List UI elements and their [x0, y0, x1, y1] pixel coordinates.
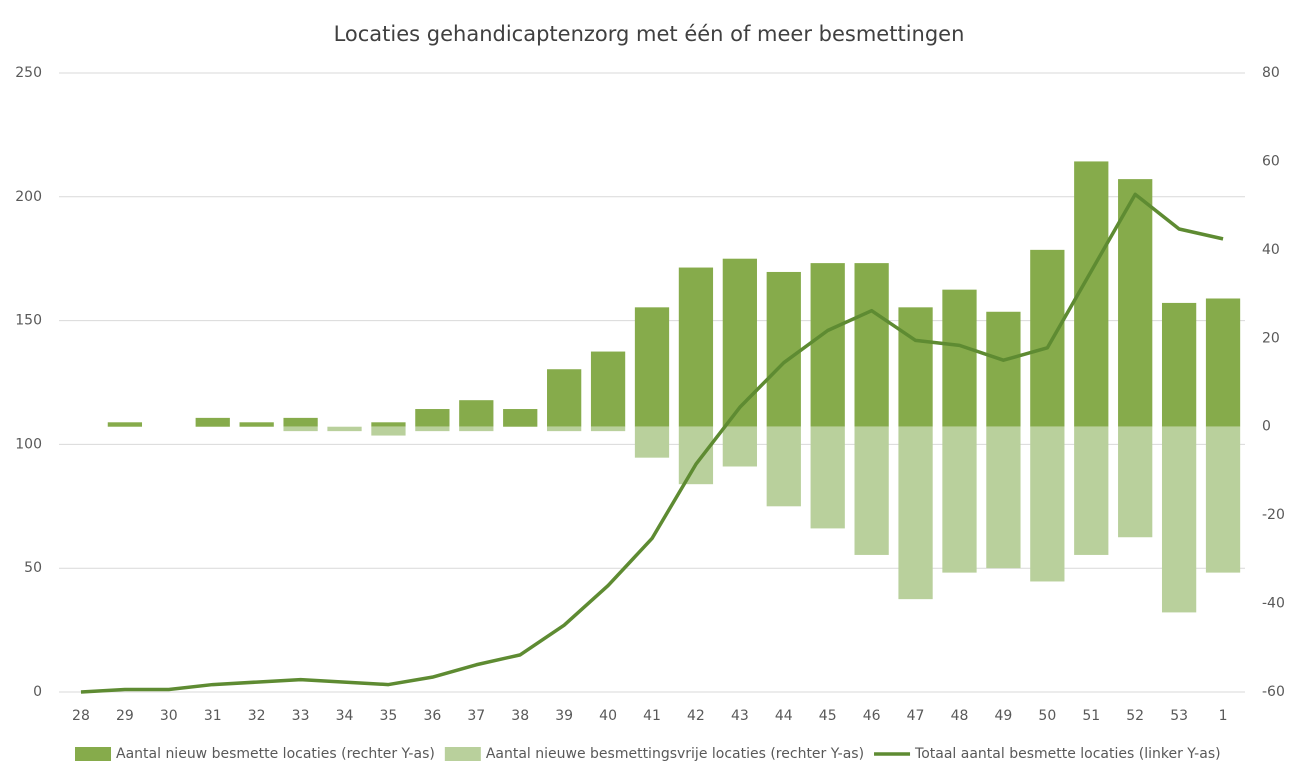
- x-tick-label: 48: [951, 708, 969, 724]
- y2-tick-label: 60: [1262, 153, 1280, 169]
- x-tick-label: 43: [731, 708, 749, 724]
- y-tick-label: 100: [15, 436, 42, 452]
- legend-item: Aantal nieuw besmette locaties (rechter …: [75, 746, 435, 762]
- bar: [1205, 426, 1241, 573]
- x-tick-label: 37: [467, 708, 485, 724]
- x-tick-label: 35: [380, 708, 398, 724]
- x-tick-label: 47: [907, 708, 925, 724]
- bar: [986, 311, 1021, 427]
- bar: [634, 426, 670, 458]
- bar: [722, 258, 757, 427]
- bar: [942, 289, 977, 427]
- bar: [503, 409, 538, 427]
- bar: [1074, 426, 1109, 555]
- y2-tick-label: -40: [1262, 596, 1285, 612]
- legend-item: Aantal nieuwe besmettingsvrije locaties …: [444, 746, 864, 762]
- y-tick-label: 200: [15, 189, 42, 205]
- bar: [459, 426, 494, 432]
- y2-tick-label: 20: [1262, 330, 1280, 346]
- x-tick-label: 53: [1170, 708, 1188, 724]
- bar: [854, 263, 889, 427]
- x-tick-label: 28: [72, 708, 90, 724]
- bar: [854, 426, 889, 555]
- x-tick-label: 40: [599, 708, 617, 724]
- x-tick-label: 36: [423, 708, 441, 724]
- x-tick-label: 1: [1219, 708, 1228, 724]
- bar: [678, 426, 714, 485]
- x-tick-label: 42: [687, 708, 705, 724]
- x-tick-label: 34: [336, 708, 354, 724]
- legend-item: Totaal aantal besmette locaties (linker …: [874, 746, 1221, 762]
- x-tick-label: 33: [292, 708, 310, 724]
- legend-swatch: [75, 747, 111, 761]
- bar: [942, 426, 977, 573]
- bar: [415, 409, 450, 427]
- bar: [283, 426, 318, 432]
- x-tick-label: 30: [160, 708, 178, 724]
- y-tick-label: 0: [33, 684, 42, 700]
- y2-tick-label: 40: [1262, 242, 1280, 258]
- x-tick-label: 29: [116, 708, 134, 724]
- bar: [415, 426, 450, 432]
- x-tick-label: 38: [511, 708, 529, 724]
- legend-label: Totaal aantal besmette locaties (linker …: [914, 746, 1221, 762]
- x-tick-label: 46: [863, 708, 881, 724]
- bar: [722, 426, 757, 467]
- bar: [371, 422, 406, 427]
- bar: [1205, 298, 1241, 427]
- bar: [590, 426, 626, 432]
- x-tick-label: 52: [1126, 708, 1144, 724]
- y2-tick-label: -60: [1262, 684, 1285, 700]
- bar: [766, 271, 801, 427]
- bar: [986, 426, 1021, 569]
- y2-tick-label: 80: [1262, 65, 1280, 81]
- x-tick-label: 49: [994, 708, 1012, 724]
- legend-swatch: [444, 747, 481, 761]
- bar: [1118, 179, 1153, 427]
- bar: [547, 426, 582, 432]
- x-tick-label: 44: [775, 708, 793, 724]
- bar: [590, 351, 626, 427]
- x-tick-label: 32: [248, 708, 266, 724]
- y2-tick-label: 0: [1262, 419, 1271, 435]
- bar: [459, 400, 494, 427]
- x-tick-label: 31: [204, 708, 222, 724]
- bar: [634, 307, 670, 427]
- bar: [371, 426, 406, 436]
- bar: [327, 426, 362, 432]
- y-tick-label: 150: [15, 313, 42, 329]
- legend-label: Aantal nieuw besmette locaties (rechter …: [116, 746, 435, 762]
- bar: [1118, 426, 1153, 538]
- line: [80, 192, 1224, 694]
- x-tick-label: 50: [1038, 708, 1056, 724]
- bar: [766, 426, 801, 507]
- y2-tick-label: -20: [1262, 507, 1285, 523]
- bar: [898, 426, 933, 600]
- bar: [1030, 249, 1065, 427]
- bar: [239, 422, 274, 427]
- bar: [195, 417, 230, 427]
- bar: [1030, 426, 1065, 582]
- chart-title: Locaties gehandicaptenzorg met één of me…: [334, 22, 965, 46]
- marks: [80, 161, 1241, 694]
- bar: [1161, 302, 1197, 427]
- bar: [283, 417, 318, 427]
- y-tick-label: 250: [15, 65, 42, 81]
- x-tick-label: 45: [819, 708, 837, 724]
- bar: [898, 307, 933, 427]
- bar: [1161, 426, 1197, 613]
- bar: [107, 422, 143, 427]
- x-tick-label: 41: [643, 708, 661, 724]
- x-tick-label: 51: [1082, 708, 1100, 724]
- x-tick-label: 39: [555, 708, 573, 724]
- bar: [810, 426, 845, 529]
- bar: [810, 263, 845, 427]
- legend-label: Aantal nieuwe besmettingsvrije locaties …: [486, 746, 864, 762]
- y-tick-label: 50: [24, 560, 42, 576]
- bar: [547, 369, 582, 427]
- bar: [678, 267, 714, 427]
